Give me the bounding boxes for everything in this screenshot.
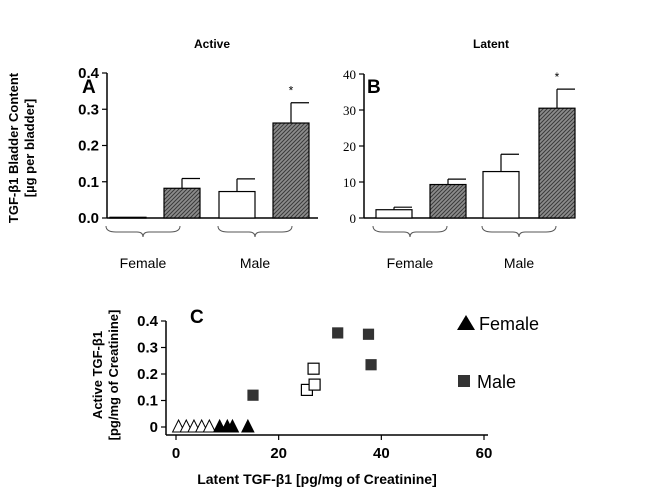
female-point-filled — [225, 418, 240, 433]
panel-b-bar — [429, 183, 467, 219]
panel-a-significance-marker: * — [289, 84, 294, 98]
panel-b-bar — [482, 170, 520, 219]
panel-b-bar — [538, 107, 576, 219]
panel-a-group-label: Male — [240, 255, 271, 271]
panel-a-bar-chart: Active A TGF-β1 Bladder Content [µg per … — [6, 37, 318, 271]
panel-c-ytick-label: 0 — [150, 419, 158, 436]
panel-c-ytick-label: 0.1 — [137, 393, 158, 410]
panel-c-ytick-label: 0.4 — [137, 313, 159, 330]
legend-male-label: Male — [477, 372, 516, 392]
legend-female-triangle-icon — [457, 315, 475, 330]
panel-a-ytick-label: 0.4 — [78, 65, 100, 82]
panel-c-xlabel: Latent TGF-β1 [pg/mg of Creatinine] — [197, 471, 437, 487]
male-point-filled — [332, 327, 344, 339]
legend-female-label: Female — [479, 314, 539, 334]
panel-b-ytick-label: 30 — [343, 103, 356, 118]
panel-a-ytick-label: 0.2 — [78, 138, 99, 155]
panel-b-ytick-label: 40 — [343, 67, 356, 82]
panel-a-group-brace — [105, 225, 181, 238]
panel-a-ytick-label: 0.0 — [78, 210, 99, 227]
panel-b-bar — [375, 209, 413, 219]
panel-b-bar-chart: Latent B 0 10 20 30 40 * Female Male — [343, 37, 576, 271]
panel-a-ytick-label: 0.3 — [78, 101, 99, 118]
panel-b-ytick-label: 0 — [350, 211, 357, 226]
panel-c-ylabel-line1: Active TGF-β1 — [90, 331, 105, 419]
male-point-open — [308, 378, 321, 391]
panel-a-ylabel-line2: [µg per bladder] — [22, 99, 37, 198]
panel-a-bar — [272, 122, 310, 219]
panel-c-xtick-label: 60 — [476, 445, 493, 462]
panel-c-xtick-label: 20 — [270, 445, 287, 462]
panel-b-group-brace — [481, 225, 557, 238]
panel-b-significance-marker: * — [555, 70, 560, 84]
panel-b-ytick-label: 20 — [343, 139, 356, 154]
panel-a-ytick-label: 0.1 — [78, 174, 99, 191]
panel-c-xtick-label: 40 — [373, 445, 390, 462]
male-point-open — [307, 362, 320, 375]
panel-c-label: C — [190, 307, 204, 328]
panel-a-group-brace — [217, 225, 293, 238]
male-point-filled — [365, 359, 377, 371]
panel-b-ytick-label: 10 — [343, 175, 356, 190]
panel-a-bar — [218, 190, 256, 219]
panel-a-title: Active — [194, 37, 230, 51]
panel-b-group-brace — [372, 225, 448, 238]
panel-b-title: Latent — [473, 37, 509, 51]
female-point-filled — [241, 418, 255, 433]
panel-c-scatter: C Active TGF-β1 [pg/mg of Creatinine] La… — [90, 307, 539, 487]
panel-c-ytick-label: 0.3 — [137, 340, 158, 357]
panel-a-label: A — [82, 77, 96, 98]
panel-c-ylabel-line2: [pg/mg of Creatinine] — [106, 310, 121, 441]
panel-c-xtick-label: 0 — [172, 445, 180, 462]
panel-a-group-label: Female — [120, 255, 167, 271]
panel-b-group-label: Male — [504, 255, 535, 271]
panel-b-group-label: Female — [387, 255, 434, 271]
panel-a-ylabel-line1: TGF-β1 Bladder Content — [6, 72, 21, 223]
male-point-filled — [247, 389, 259, 401]
panel-a-bar — [109, 216, 147, 219]
panel-b-label: B — [367, 77, 381, 98]
panel-c-ytick-label: 0.2 — [137, 366, 158, 383]
male-point-filled — [362, 328, 375, 340]
female-point-open — [202, 418, 217, 433]
panel-a-bar — [163, 187, 201, 219]
legend: Female Male — [457, 314, 539, 392]
legend-male-square-icon — [458, 375, 470, 387]
